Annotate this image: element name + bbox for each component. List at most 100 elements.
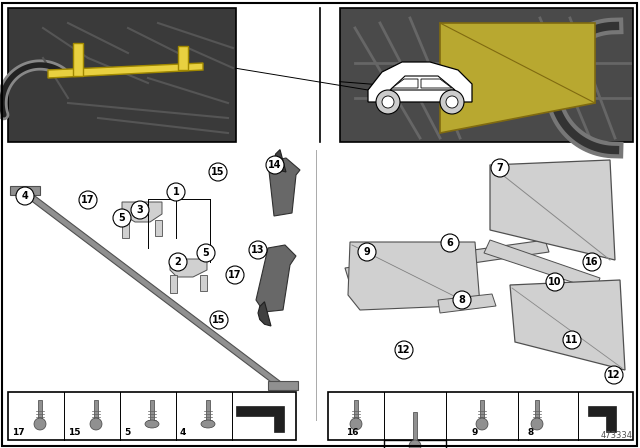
Polygon shape — [48, 63, 203, 78]
Text: 12: 12 — [607, 370, 621, 380]
Circle shape — [169, 253, 187, 271]
Polygon shape — [368, 62, 472, 102]
Polygon shape — [588, 406, 616, 432]
Polygon shape — [510, 280, 625, 370]
Circle shape — [16, 187, 34, 205]
Text: 13: 13 — [252, 245, 265, 255]
Circle shape — [90, 418, 102, 430]
Circle shape — [167, 183, 185, 201]
Polygon shape — [438, 294, 496, 313]
Circle shape — [376, 90, 400, 114]
Circle shape — [382, 96, 394, 108]
Circle shape — [446, 96, 458, 108]
Ellipse shape — [201, 420, 215, 428]
Bar — [413, 412, 417, 448]
Polygon shape — [170, 259, 207, 277]
Text: 8: 8 — [459, 295, 465, 305]
Circle shape — [583, 253, 601, 271]
Text: 17: 17 — [81, 195, 95, 205]
Text: 7: 7 — [497, 163, 504, 173]
Text: 5: 5 — [203, 248, 209, 258]
Circle shape — [563, 331, 581, 349]
Polygon shape — [348, 242, 480, 310]
Bar — [122, 220, 129, 238]
Polygon shape — [258, 302, 271, 326]
Polygon shape — [421, 79, 452, 88]
Text: 473334: 473334 — [601, 431, 633, 440]
Circle shape — [531, 418, 543, 430]
Circle shape — [441, 234, 459, 252]
Text: 15: 15 — [68, 428, 81, 437]
Text: 3: 3 — [136, 205, 143, 215]
Bar — [384, 440, 446, 448]
Circle shape — [350, 418, 362, 430]
Bar — [170, 275, 177, 293]
Bar — [206, 400, 210, 422]
Polygon shape — [268, 158, 300, 216]
Circle shape — [34, 418, 46, 430]
Circle shape — [131, 201, 149, 219]
Text: 11: 11 — [565, 335, 579, 345]
Bar — [340, 8, 633, 142]
Polygon shape — [178, 46, 188, 70]
Circle shape — [453, 291, 471, 309]
Text: 9: 9 — [472, 428, 478, 437]
Text: 8: 8 — [527, 428, 533, 437]
Ellipse shape — [145, 420, 159, 428]
Circle shape — [440, 90, 464, 114]
Circle shape — [197, 244, 215, 262]
Bar — [328, 392, 633, 440]
Circle shape — [358, 243, 376, 261]
Polygon shape — [10, 186, 40, 195]
Circle shape — [209, 163, 227, 181]
Circle shape — [249, 241, 267, 259]
Polygon shape — [20, 188, 282, 388]
Text: 4: 4 — [180, 428, 186, 437]
Circle shape — [395, 341, 413, 359]
Circle shape — [79, 191, 97, 209]
Polygon shape — [484, 240, 600, 290]
Text: 15: 15 — [212, 315, 226, 325]
Polygon shape — [390, 76, 455, 90]
Text: 5: 5 — [118, 213, 125, 223]
Text: 17: 17 — [12, 428, 24, 437]
Text: 15: 15 — [211, 167, 225, 177]
Text: 4: 4 — [22, 191, 28, 201]
Circle shape — [266, 156, 284, 174]
Circle shape — [210, 311, 228, 329]
Text: 12: 12 — [397, 345, 411, 355]
Circle shape — [546, 273, 564, 291]
Bar — [94, 400, 98, 422]
Text: 2: 2 — [175, 257, 181, 267]
Text: 17: 17 — [228, 270, 242, 280]
Bar — [354, 400, 358, 422]
Polygon shape — [440, 23, 595, 133]
Text: 16: 16 — [585, 257, 599, 267]
Polygon shape — [490, 160, 615, 260]
Bar — [480, 400, 484, 422]
Text: 14: 14 — [268, 160, 282, 170]
Text: 10: 10 — [548, 277, 562, 287]
Polygon shape — [236, 406, 284, 432]
Polygon shape — [73, 43, 83, 76]
Circle shape — [113, 209, 131, 227]
Circle shape — [476, 418, 488, 430]
Text: 6: 6 — [447, 238, 453, 248]
Text: 5: 5 — [124, 428, 131, 437]
Polygon shape — [122, 202, 162, 222]
Bar — [200, 275, 207, 291]
Circle shape — [226, 266, 244, 284]
Bar — [150, 400, 154, 422]
Bar — [8, 8, 236, 142]
Polygon shape — [345, 240, 549, 281]
Polygon shape — [268, 381, 298, 390]
Polygon shape — [274, 150, 286, 172]
Circle shape — [409, 440, 421, 448]
Text: 1: 1 — [173, 187, 179, 197]
Circle shape — [491, 159, 509, 177]
Polygon shape — [392, 79, 418, 88]
Circle shape — [605, 366, 623, 384]
Bar — [38, 400, 42, 422]
Bar — [155, 220, 162, 236]
Text: 16: 16 — [346, 428, 358, 437]
